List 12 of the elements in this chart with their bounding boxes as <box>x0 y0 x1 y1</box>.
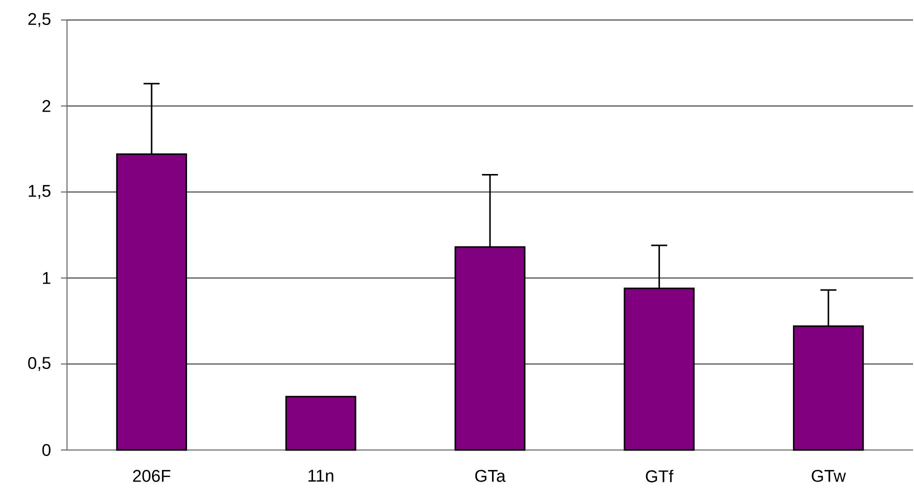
x-tick-label: 206F <box>133 470 170 482</box>
x-tick-label: 11n <box>308 470 334 482</box>
y-tick-label: 0,5 <box>28 356 50 372</box>
x-tick-label: GTf <box>646 470 674 482</box>
bar <box>285 396 356 451</box>
x-tick-label: GTw <box>812 470 846 482</box>
y-tick-label: 1,5 <box>28 185 50 199</box>
y-tick-label: 0 <box>42 444 50 456</box>
y-tick-label: 2,5 <box>28 12 50 28</box>
y-tick-label: 2 <box>42 100 50 112</box>
y-tick-label: 1 <box>42 272 50 284</box>
x-tick-label: GTa <box>475 470 506 482</box>
